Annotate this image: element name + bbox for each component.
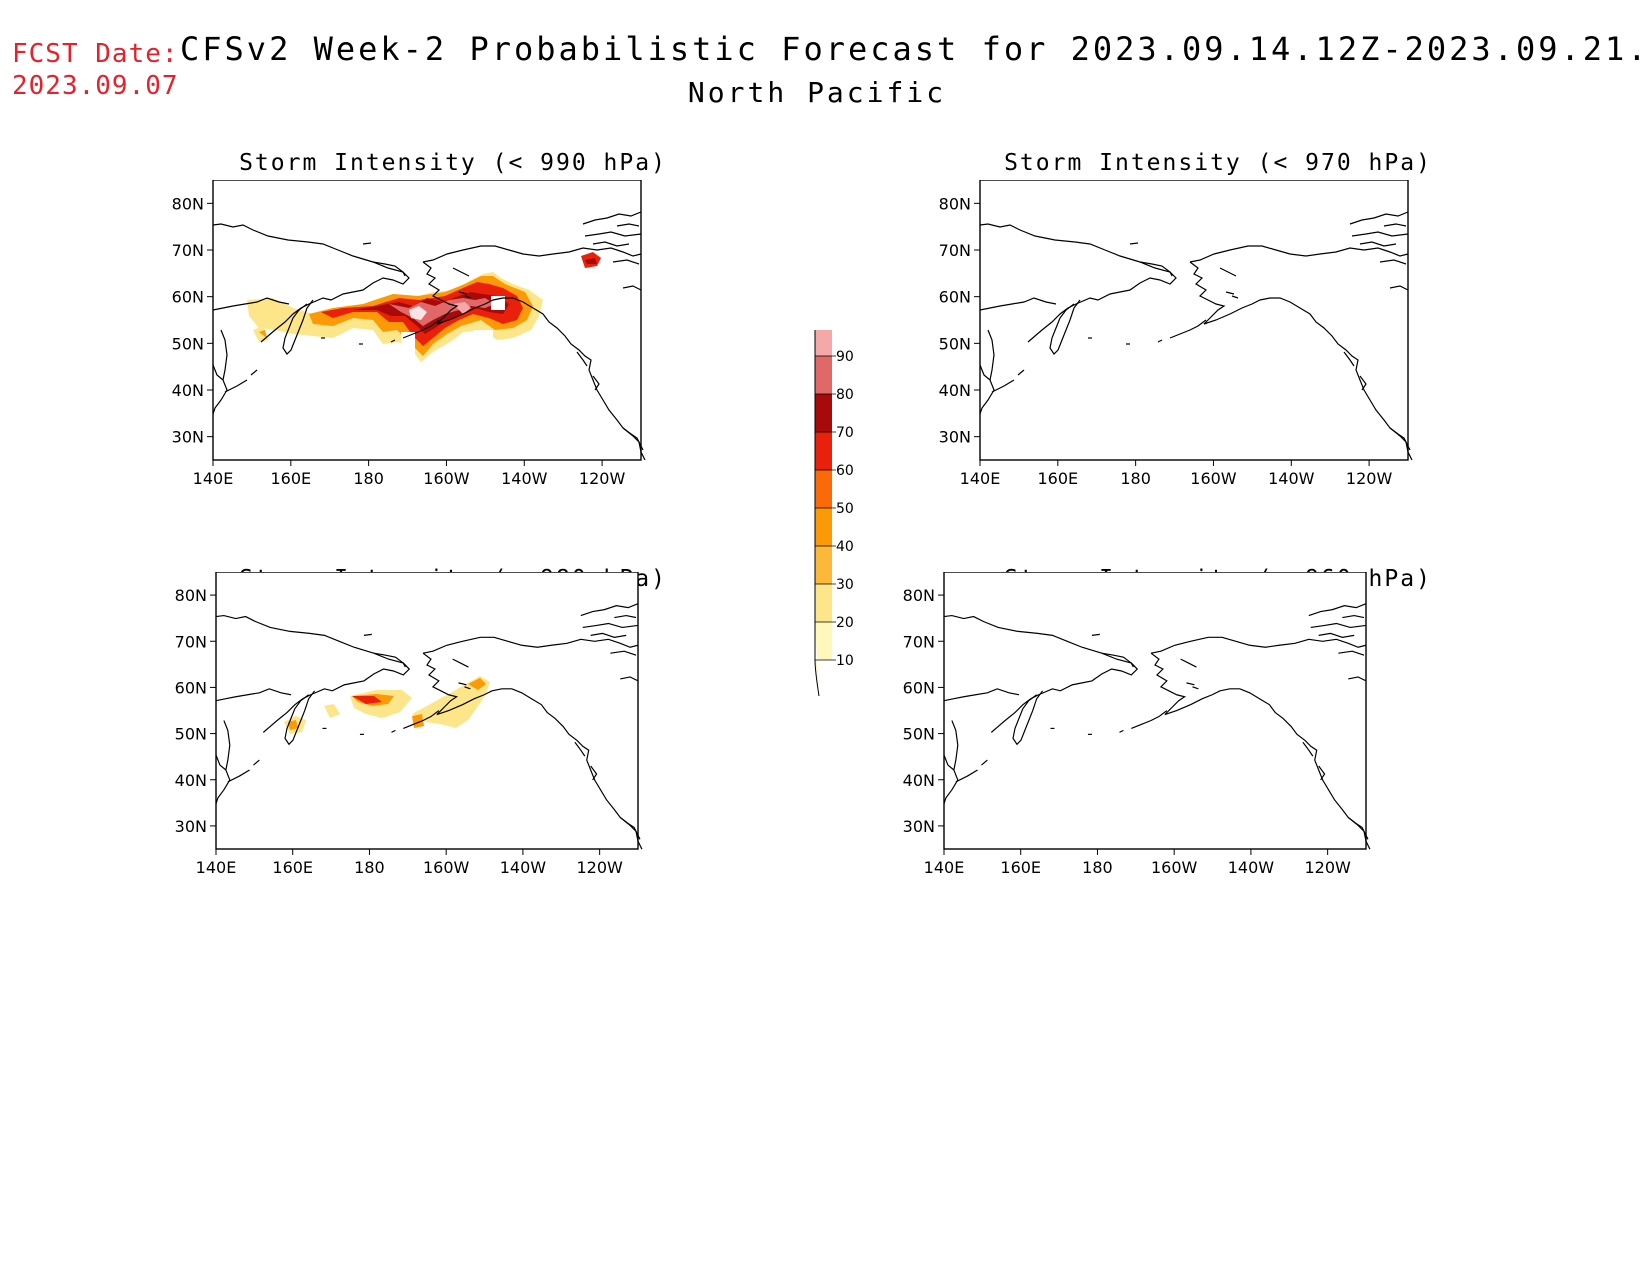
colorbar-segment xyxy=(815,622,832,696)
colorbar: 10 20 30 40 50 60 70 80 90 xyxy=(814,330,854,697)
colorbar-segment xyxy=(815,470,832,508)
colorbar-segment xyxy=(815,330,832,356)
colorbar-label: 70 xyxy=(836,425,854,441)
panel-title-990: Storm Intensity (< 990 hPa) xyxy=(239,150,667,176)
colorbar-label: 90 xyxy=(836,349,854,365)
map-panel-980 xyxy=(215,572,643,850)
colorbar-label: 20 xyxy=(836,615,854,631)
colorbar-segment xyxy=(815,356,832,394)
fcst-date-caption: FCST Date: xyxy=(12,39,179,69)
colorbar-segment xyxy=(815,394,832,432)
forecast-date-label: FCST Date: 2023.09.07 xyxy=(12,38,179,102)
colorbar-segment xyxy=(815,432,832,470)
colorbar-segment xyxy=(815,546,832,584)
fcst-date-value: 2023.09.07 xyxy=(12,71,179,101)
colorbar-label: 60 xyxy=(836,463,854,479)
colorbar-label: 80 xyxy=(836,387,854,403)
colorbar-segment xyxy=(815,584,832,622)
colorbar-label: 50 xyxy=(836,501,854,517)
colorbar-label: 40 xyxy=(836,539,854,555)
page-title: CFSv2 Week-2 Probabilistic Forecast for … xyxy=(180,30,1650,68)
storm-probability-shading xyxy=(284,676,490,734)
map-panel-970 xyxy=(979,180,1413,461)
colorbar-label: 10 xyxy=(836,653,854,669)
storm-probability-shading xyxy=(247,252,601,362)
colorbar-segment xyxy=(815,508,832,546)
map-panel-990 xyxy=(212,180,646,461)
panel-title-970: Storm Intensity (< 970 hPa) xyxy=(1004,150,1432,176)
colorbar-label: 30 xyxy=(836,577,854,593)
region-subtitle: North Pacific xyxy=(687,76,947,109)
map-panel-960 xyxy=(943,572,1371,850)
colorbar-outline xyxy=(814,330,820,697)
